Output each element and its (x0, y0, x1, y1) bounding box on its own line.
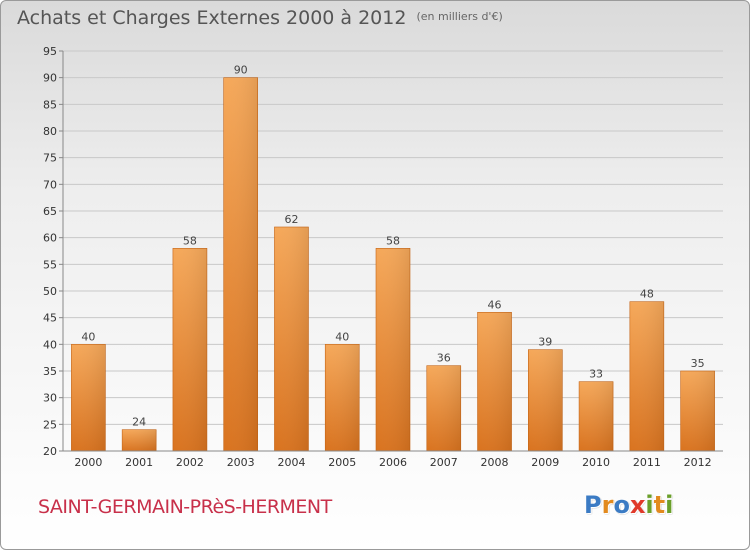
bar-2008: 46 (477, 298, 512, 452)
bar-value-label: 36 (437, 352, 451, 365)
logo-letter: o (613, 491, 630, 519)
bar-value-label: 58 (183, 234, 197, 247)
bar-shading (223, 77, 258, 452)
y-tick-label: 65 (43, 205, 57, 218)
bar-shading (172, 248, 207, 451)
chart-title-text: Achats et Charges Externes 2000 à 2012 (17, 7, 407, 29)
x-tick-label: 2004 (277, 456, 305, 469)
bar-value-label: 90 (234, 64, 248, 77)
y-tick-label: 30 (43, 392, 57, 405)
logo-letter: P (584, 491, 602, 519)
bar-value-label: 39 (538, 336, 552, 349)
bar-value-label: 35 (691, 357, 705, 370)
bar-shading (579, 381, 614, 451)
y-tick-label: 25 (43, 418, 57, 431)
y-tick-label: 40 (43, 338, 57, 351)
bar-series: 40 24 58 90 62 40 58 36 46 39 33 48 35 (71, 64, 715, 452)
bar-2002: 58 (172, 234, 208, 452)
bar-2011: 48 (629, 288, 665, 452)
y-tick-label: 95 (43, 45, 57, 58)
bar-shading (426, 365, 461, 451)
bar-2007: 36 (426, 352, 462, 452)
bar-value-label: 40 (81, 330, 95, 343)
bar-2012: 35 (680, 357, 715, 452)
x-tick-label: 2002 (176, 456, 204, 469)
bar-value-label: 33 (589, 368, 603, 381)
x-tick-label: 2003 (227, 456, 255, 469)
bar-value-label: 40 (335, 330, 349, 343)
x-tick-label: 2001 (125, 456, 153, 469)
bar-shading (376, 248, 410, 451)
y-tick-label: 45 (43, 312, 57, 325)
bar-value-label: 24 (132, 416, 146, 429)
y-tick-label: 50 (43, 285, 57, 298)
commune-name: SAINT-GERMAIN-PRèS-HERMENT (38, 496, 332, 518)
bar-value-label: 46 (488, 298, 502, 311)
logo-letter: r (601, 491, 614, 519)
bar-2000: 40 (71, 330, 106, 452)
unit-label: (en milliers d'€) (416, 10, 503, 23)
y-tick-label: 75 (43, 152, 57, 165)
logo-letter: x (629, 491, 646, 519)
x-tick-label: 2012 (684, 456, 712, 469)
y-axis: 20 25 30 35 40 45 50 55 60 65 70 75 80 85 90 95 (43, 45, 64, 458)
bar-2006: 58 (375, 234, 411, 452)
bar-shading (629, 301, 664, 451)
y-tick-label: 60 (43, 232, 57, 245)
bar-shading (122, 429, 157, 451)
proxiti-logo[interactable]: Proxiti (584, 491, 673, 519)
chart-title: Achats et Charges Externes 2000 à 2012 (e… (17, 7, 503, 29)
x-tick-label: 2009 (531, 456, 559, 469)
bar-2005: 40 (324, 330, 360, 452)
logo-letter: i (645, 491, 654, 519)
x-tick-label: 2011 (633, 456, 661, 469)
y-tick-label: 20 (43, 445, 57, 458)
bar-shading (325, 344, 360, 451)
bar-value-label: 58 (386, 234, 400, 247)
x-tick-label: 2000 (74, 456, 102, 469)
y-tick-label: 35 (43, 365, 57, 378)
x-axis: 2000 2001 2002 2003 2004 2005 2006 2007 2008 2009… (63, 450, 723, 469)
y-tick-label: 90 (43, 72, 57, 85)
x-tick-label: 2005 (328, 456, 356, 469)
bar-shading (274, 227, 309, 451)
x-tick-label: 2010 (582, 456, 610, 469)
bar-value-label: 48 (640, 288, 654, 301)
bar-shading (680, 371, 715, 451)
bar-2003: 90 (223, 64, 258, 452)
x-tick-label: 2006 (379, 456, 407, 469)
bar-value-label: 62 (284, 213, 298, 226)
y-tick-label: 70 (43, 178, 57, 191)
x-tick-label: 2008 (481, 456, 509, 469)
bar-2009: 39 (528, 336, 563, 452)
y-tick-label: 80 (43, 125, 57, 138)
bar-shading (71, 344, 106, 451)
bar-2001: 24 (121, 416, 157, 452)
logo-letter: i (665, 491, 674, 519)
y-tick-label: 85 (43, 98, 57, 111)
logo-letter: t (653, 491, 666, 519)
bar-shading (477, 312, 512, 451)
y-tick-label: 55 (43, 258, 57, 271)
x-tick-label: 2007 (430, 456, 458, 469)
bar-2004: 62 (274, 213, 309, 452)
bar-2010: 33 (578, 368, 614, 452)
bar-shading (528, 349, 563, 451)
